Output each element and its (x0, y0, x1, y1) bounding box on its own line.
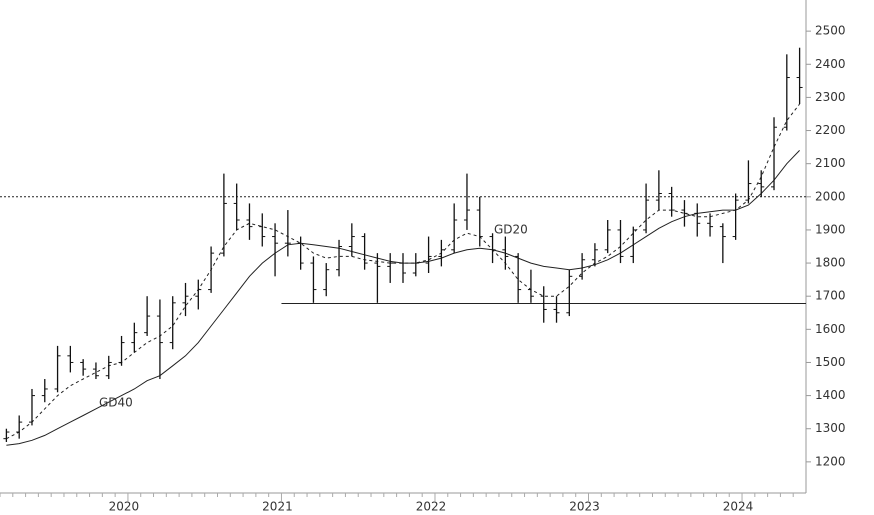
x-tick-label: 2024 (723, 500, 754, 514)
x-tick-label: 2023 (569, 500, 600, 514)
x-tick-label: 2021 (262, 500, 293, 514)
y-tick-label: 1300 (815, 421, 846, 435)
y-tick-label: 2000 (815, 189, 846, 203)
x-tick-label: 2022 (416, 500, 447, 514)
y-tick-label: 1600 (815, 322, 846, 336)
y-tick-label: 2500 (815, 24, 846, 38)
x-tick-label: 2020 (109, 500, 140, 514)
y-tick-label: 2200 (815, 123, 846, 137)
y-tick-label: 1800 (815, 256, 846, 270)
annotation: GD20 (494, 223, 528, 237)
y-tick-label: 2400 (815, 57, 846, 71)
y-tick-label: 1200 (815, 454, 846, 468)
y-tick-label: 2100 (815, 156, 846, 170)
y-tick-label: 1400 (815, 388, 846, 402)
y-tick-label: 2300 (815, 90, 846, 104)
y-tick-label: 1700 (815, 289, 846, 303)
y-tick-label: 1900 (815, 222, 846, 236)
y-tick-label: 1500 (815, 355, 846, 369)
annotation: GD40 (99, 396, 133, 410)
